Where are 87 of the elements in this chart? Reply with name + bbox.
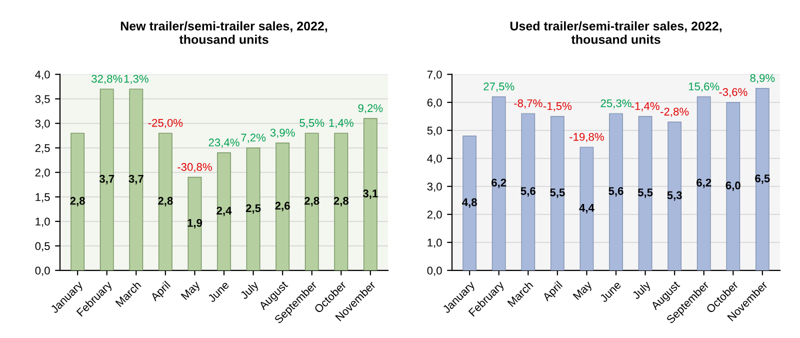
y-tick-label: 3,0 [427,182,442,192]
bar [550,116,564,270]
x-tick-label: May [572,280,594,302]
bar [129,88,144,270]
y-tick-label: 7,0 [427,70,442,80]
bar [158,132,172,270]
bar [609,113,623,270]
annotation: 32,8% [92,74,122,84]
data-label: 2,8 [334,196,349,206]
data-label: 2,8 [158,196,173,206]
bar [246,148,260,270]
bar [492,96,506,270]
annotation: -25,0% [148,118,183,128]
chart-title: New trailer/semi-trailer sales, 2022, thousand units [120,21,328,44]
bar [100,88,114,270]
annotation: 8,9% [750,74,775,84]
annotation: 25,3% [600,99,632,109]
bar [696,96,711,270]
data-label: 2,6 [275,202,290,212]
x-tick-label: May [180,280,202,302]
data-label: 2,8 [70,196,85,206]
x-tick-label: July [631,280,653,302]
annotation: -19,8% [570,132,604,142]
bar [638,116,652,270]
bar [462,136,477,270]
y-tick-label: 1,0 [36,218,50,227]
data-label: 3,7 [99,174,114,184]
annotation: -1,4% [631,102,660,112]
y-tick-label: 6,0 [427,98,442,108]
data-label: 5,3 [667,191,682,201]
annotation: 1,4% [329,118,354,128]
bar [70,132,85,270]
data-label: 2,8 [304,196,320,206]
y-tick-label: 5,0 [427,126,442,136]
data-label: 2,4 [216,206,232,216]
y-tick-label: 0,5 [35,242,50,252]
x-tick-label: July [239,280,261,302]
data-label: 5,5 [550,188,565,198]
bar [334,132,348,270]
annotation: 1,3% [124,74,148,84]
bar [521,113,536,270]
y-tick-label: 0,0 [427,266,442,276]
data-label: 6,0 [726,181,740,191]
annotation: 5,5% [300,118,324,128]
bar [276,142,290,270]
data-label: 5,6 [608,187,624,197]
annotation: -3,6% [719,88,748,98]
chart-title: Used trailer/semi-trailer sales, 2022, thousand units [510,21,722,44]
y-tick-label: 2,0 [427,210,442,220]
data-label: 3,7 [128,174,144,184]
bar [304,132,319,270]
data-label: 6,2 [492,178,506,188]
bar [217,152,231,270]
y-tick-label: 4,0 [427,154,442,164]
y-tick-label: 4,0 [35,70,50,80]
data-label: 6,5 [755,174,770,184]
y-tick-label: 3,5 [35,95,50,104]
bar [755,88,770,270]
bar [363,118,378,270]
data-label: 1,9 [188,218,202,228]
y-tick-label: 1,5 [36,193,50,202]
data-label: 3,1 [362,190,378,200]
annotation: 23,4% [208,138,240,148]
annotation: -1,5% [543,102,572,112]
annotation: -8,7% [514,99,542,109]
annotation: 7,2% [241,134,266,143]
annotation: 3,9% [270,128,295,138]
data-label: 2,5 [246,204,261,214]
y-tick-label: 2,5 [35,144,50,154]
annotation: -30,8% [178,163,212,172]
annotation: -2,8% [660,108,689,117]
y-tick-label: 1,0 [428,238,442,248]
bar [580,146,594,270]
annotation: 27,5% [484,82,514,92]
data-label: 6,2 [696,178,712,188]
data-label: 5,6 [520,187,536,197]
y-tick-label: 3,0 [35,120,50,129]
data-label: 4,4 [579,204,594,214]
bar [726,102,740,270]
data-label: 5,5 [638,188,653,198]
bar [188,176,202,270]
y-tick-label: 2,0 [35,168,50,178]
y-tick-label: 0,0 [35,266,50,276]
data-label: 4,8 [462,198,477,208]
bar [668,122,682,270]
annotation: 15,6% [688,82,720,92]
annotation: 9,2% [358,104,383,114]
